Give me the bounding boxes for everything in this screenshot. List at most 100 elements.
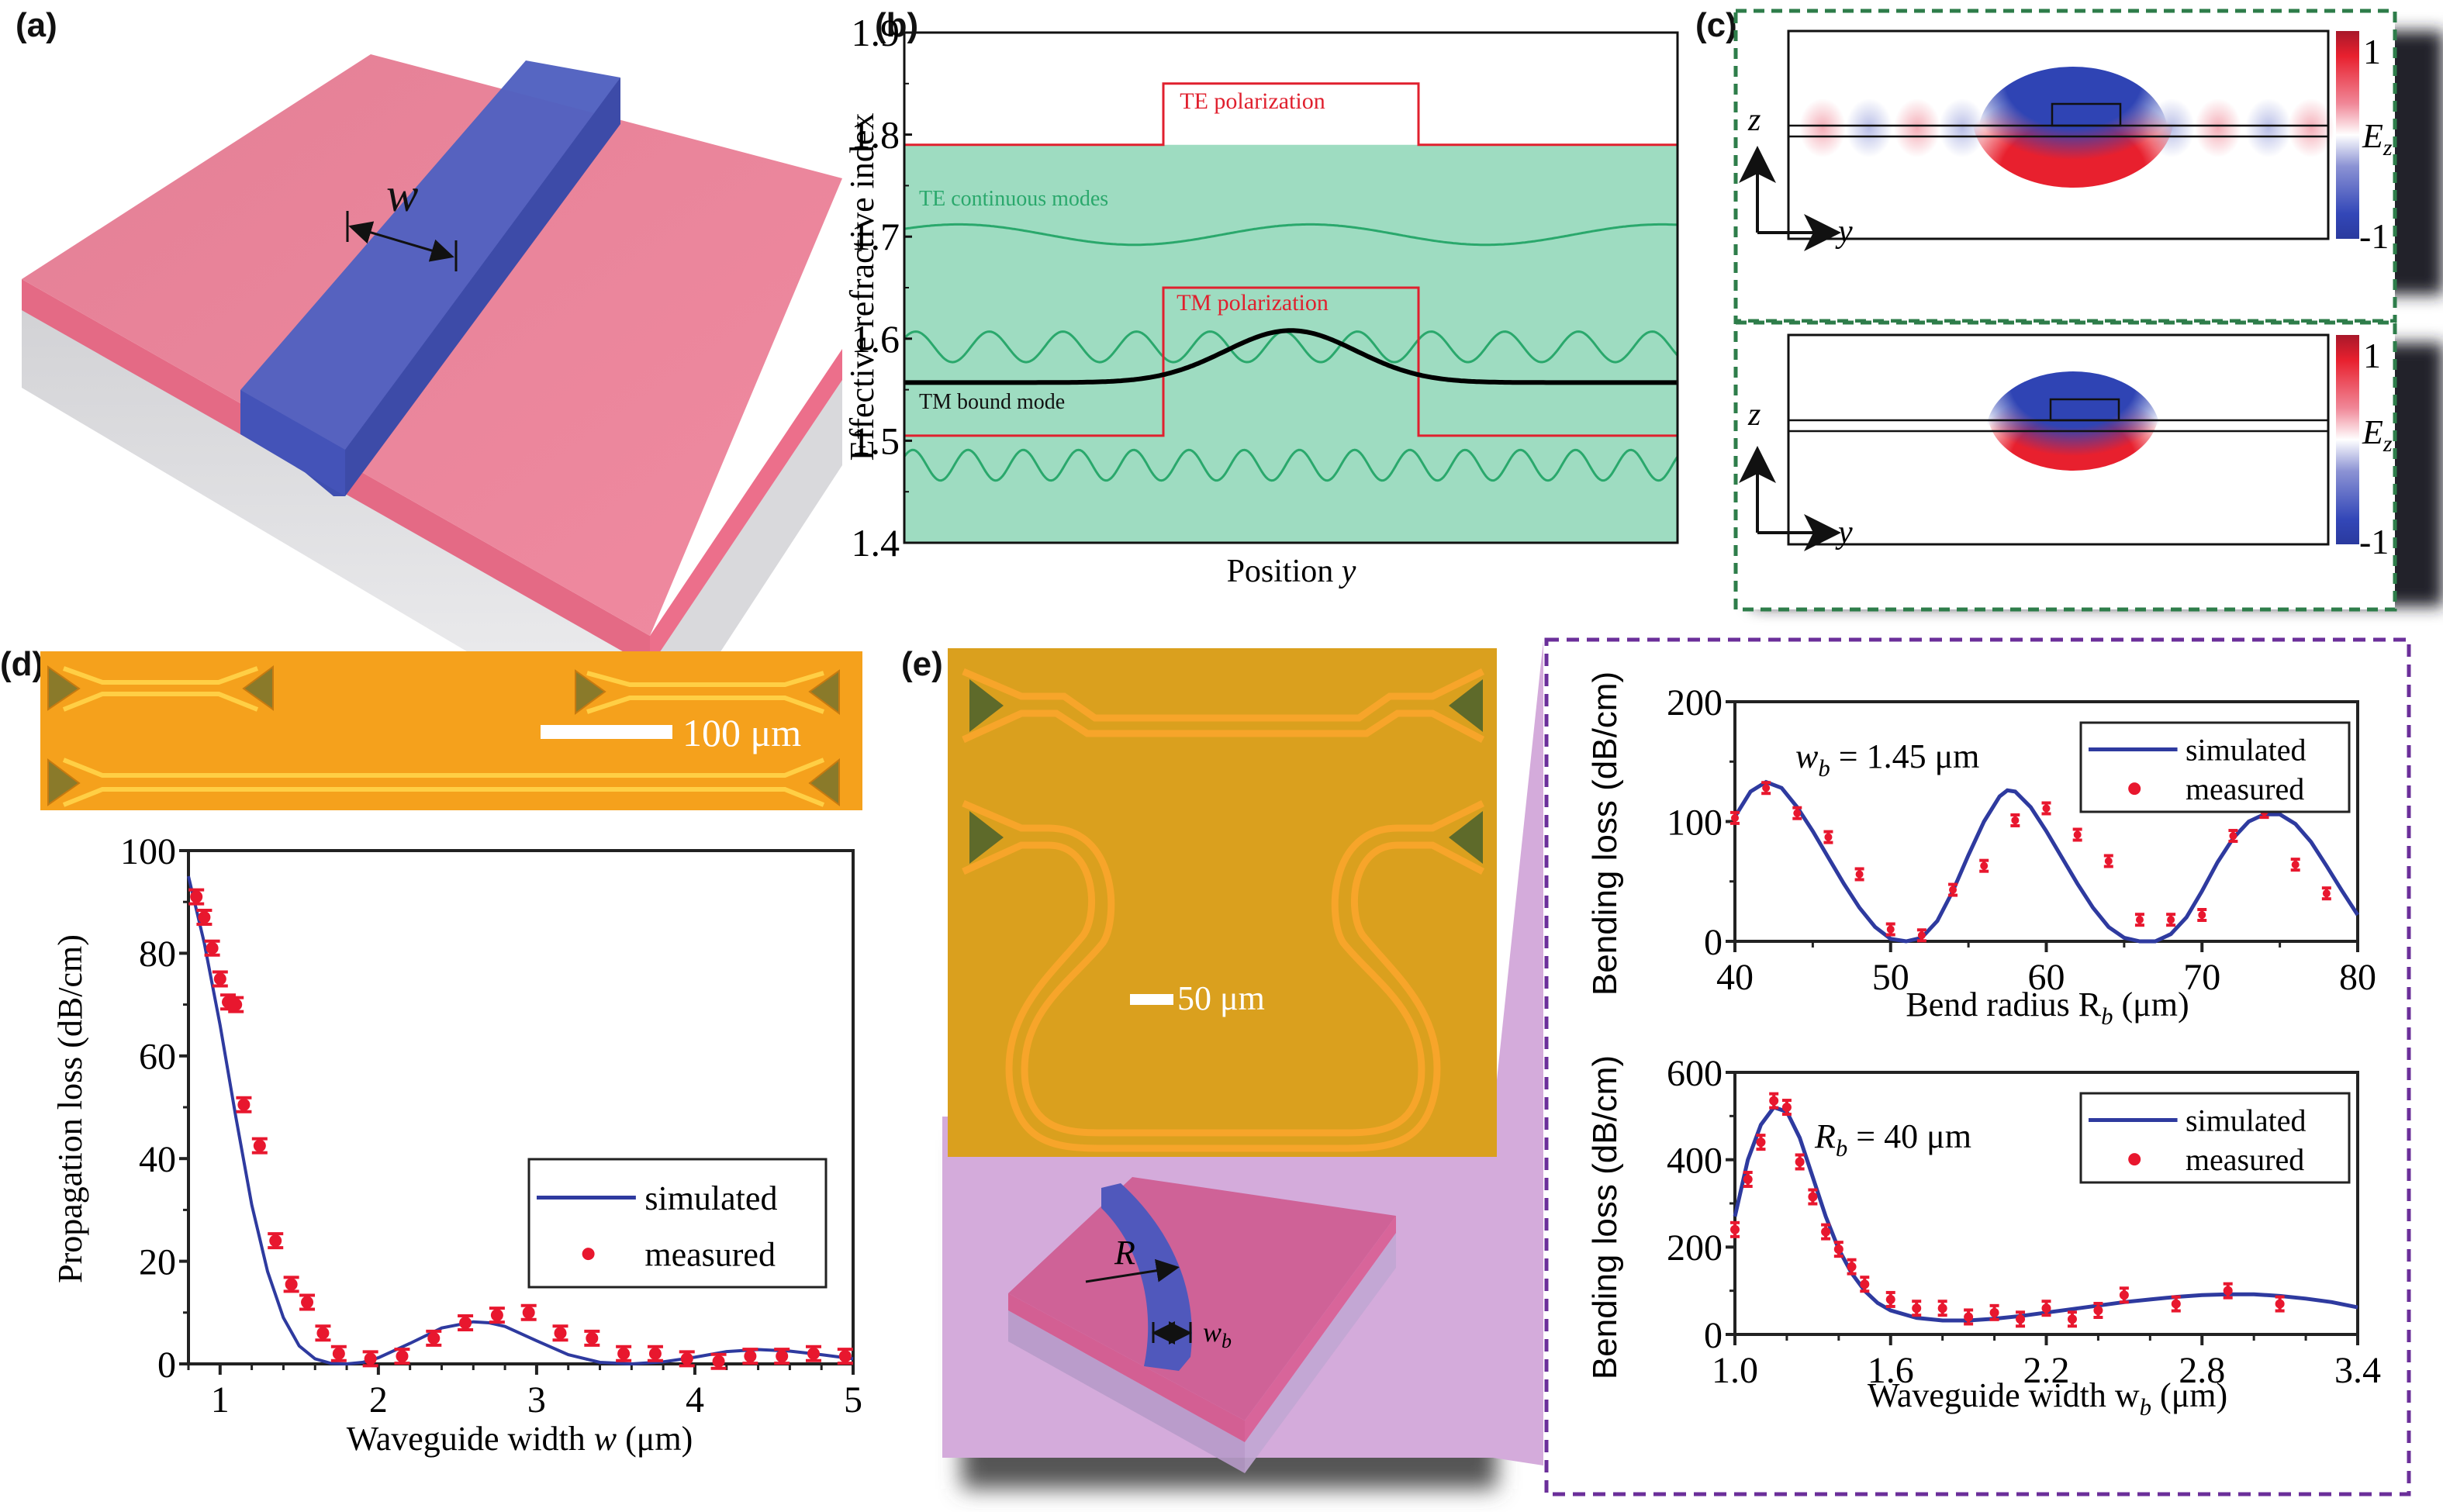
scale-bar	[541, 725, 672, 739]
te-continuous-mode-curve	[903, 448, 1679, 482]
condition-annotation: wb = 1.45 μm	[1795, 737, 1979, 782]
polarization-index-profile	[904, 82, 1678, 147]
x-axis-label: Position y	[1227, 554, 1356, 589]
x-tick-label: 50	[1872, 957, 1909, 998]
measured-marker	[2135, 916, 2144, 924]
measured-marker	[2011, 816, 2020, 824]
axis-z-label: z	[1747, 397, 1761, 433]
svg-text:wb: wb	[1203, 1317, 1232, 1352]
measured-marker	[396, 1350, 409, 1363]
measured-point	[1821, 1223, 1831, 1241]
panel-label-a: (a)	[16, 6, 57, 44]
measured-point	[837, 1348, 853, 1365]
x-axis-label-main: Waveguide width w	[1868, 1376, 2140, 1414]
y-tick-label: 400	[1667, 1140, 1723, 1181]
blue-lobe	[1978, 67, 2168, 200]
substrate-front-face	[1008, 1310, 1245, 1473]
axis-y-label: y	[1835, 515, 1853, 551]
measured-marker	[206, 941, 219, 954]
condition-annotation-rest: = 40 μm	[1847, 1117, 1971, 1155]
condition-annotation: Rb = 40 μm	[1814, 1117, 1971, 1162]
panel-a-waveguide-render: w	[22, 54, 842, 760]
measured-point	[1847, 1258, 1857, 1276]
measured-marker	[1743, 1175, 1753, 1185]
x-axis-label-var: w	[594, 1420, 617, 1458]
measured-marker	[1781, 1103, 1792, 1113]
measured-marker	[2041, 1303, 2051, 1314]
waveguide-side-face	[345, 78, 620, 496]
measured-marker	[1821, 1227, 1831, 1237]
measured-point	[710, 1352, 727, 1370]
scale-bar-label: 100 μm	[682, 711, 801, 754]
measured-marker	[213, 972, 226, 986]
y-tick-label: 1.5	[852, 419, 900, 462]
measured-marker	[1793, 809, 1802, 817]
colorbar-min: -1	[2359, 216, 2389, 256]
measured-point	[584, 1329, 600, 1347]
panel-e-dashed-box	[1544, 637, 2411, 1496]
measured-point	[2223, 1282, 2233, 1300]
slab-top-face	[1008, 1177, 1396, 1421]
y-tick-label: 600	[1667, 1053, 1723, 1094]
y-axis-label: Bending loss (dB/cm)	[1586, 671, 1624, 996]
x-tick-label: 2.2	[2023, 1350, 2070, 1391]
colorbar	[2336, 31, 2359, 239]
measured-point	[2197, 908, 2207, 923]
measured-marker	[1917, 931, 1926, 940]
y-axis-label: Effective refractive index	[843, 113, 881, 461]
measured-marker	[2291, 861, 2300, 869]
measured-marker	[285, 1278, 298, 1291]
measured-point	[2041, 1300, 2051, 1317]
measured-point	[188, 888, 205, 906]
sim-domain-box	[1787, 333, 2330, 546]
measured-point	[204, 939, 220, 957]
measured-marker	[838, 1350, 852, 1363]
measured-point	[1761, 781, 1771, 796]
measured-point	[1781, 1099, 1792, 1117]
panel-label-c: (c)	[1695, 6, 1737, 44]
measured-point	[299, 1293, 316, 1311]
measured-marker	[1912, 1303, 1922, 1314]
measured-marker	[2073, 830, 2082, 839]
panel-e-bend-render: R wb	[1008, 1177, 1396, 1473]
measured-marker	[1808, 1192, 1818, 1202]
measured-marker	[1756, 1137, 1766, 1148]
condition-annotation-sub: b	[1818, 755, 1830, 782]
measured-point	[805, 1345, 821, 1362]
measured-marker	[1730, 1224, 1740, 1234]
polarization-index-profile	[904, 286, 1678, 437]
legend-label-measured: measured	[2186, 772, 2304, 806]
x-axis-label-var: y	[1339, 554, 1356, 589]
x-axis-label-main: Bend radius R	[1906, 986, 2101, 1024]
y-tick-label: 100	[1667, 802, 1723, 843]
condition-annotation-rest: = 1.45 μm	[1830, 737, 1980, 775]
y-tick-label: 1.7	[852, 215, 900, 258]
panel-label-e: (e)	[901, 645, 943, 683]
measured-marker	[776, 1350, 789, 1363]
measured-marker	[1964, 1312, 1974, 1322]
scale-bar-label: 50 μm	[1177, 979, 1265, 1017]
measured-marker	[269, 1234, 282, 1248]
measured-point	[552, 1324, 568, 1342]
waveguide-end-face	[240, 390, 345, 496]
measured-marker	[712, 1355, 725, 1368]
measured-marker	[744, 1350, 757, 1363]
measured-point	[1854, 867, 1864, 882]
measured-marker	[253, 1139, 266, 1152]
measured-marker	[1886, 925, 1895, 934]
measured-marker	[237, 1098, 251, 1111]
measured-point	[2041, 801, 2051, 816]
x-axis-label-main: Position	[1227, 554, 1342, 589]
measured-marker	[617, 1347, 631, 1360]
measured-marker	[332, 1347, 345, 1360]
measured-marker	[1949, 885, 1958, 894]
te-continuous-mode-curve	[903, 330, 1679, 364]
legend-label-simulated: simulated	[2186, 733, 2307, 768]
measured-point	[228, 996, 244, 1013]
legend-label-simulated: simulated	[644, 1179, 777, 1217]
ridge-outline	[2049, 398, 2120, 422]
legend-marker-measured	[2128, 782, 2141, 796]
measured-point	[1937, 1300, 1947, 1317]
colorbar-max: 1	[2363, 336, 2381, 375]
waveguide-long	[47, 758, 840, 807]
